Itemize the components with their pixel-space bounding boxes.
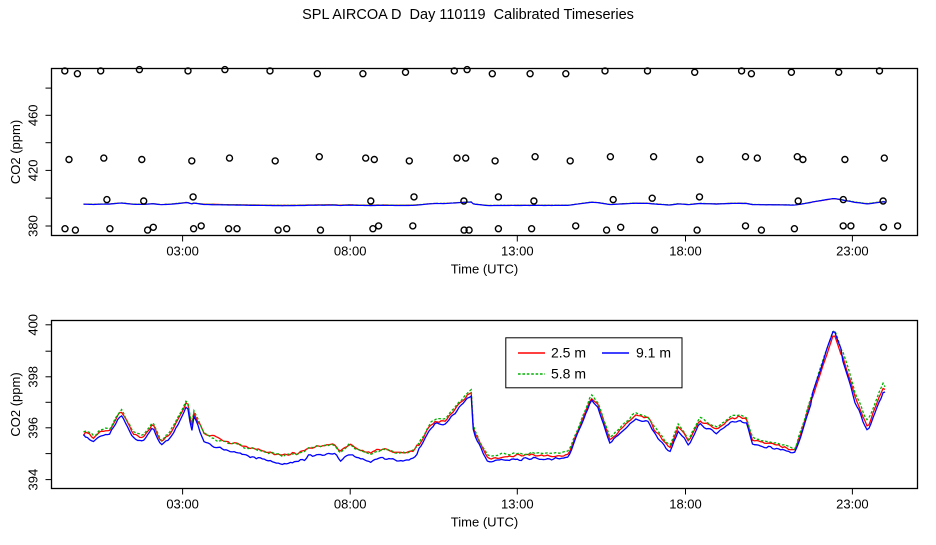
svg-text:Time (UTC): Time (UTC) xyxy=(451,515,518,530)
svg-text:460: 460 xyxy=(26,104,41,126)
svg-text:08:00: 08:00 xyxy=(334,497,367,512)
svg-text:CO2 (ppm): CO2 (ppm) xyxy=(8,372,23,436)
svg-text:420: 420 xyxy=(26,160,41,182)
svg-text:18:00: 18:00 xyxy=(669,244,702,259)
svg-text:Time (UTC): Time (UTC) xyxy=(451,262,518,277)
svg-text:396: 396 xyxy=(26,417,41,439)
svg-text:380: 380 xyxy=(26,215,41,237)
svg-text:03:00: 03:00 xyxy=(166,497,199,512)
svg-text:03:00: 03:00 xyxy=(166,244,199,259)
svg-text:394: 394 xyxy=(26,469,41,491)
svg-text:23:00: 23:00 xyxy=(836,497,869,512)
svg-text:9.1 m: 9.1 m xyxy=(636,345,671,361)
svg-text:2.5 m: 2.5 m xyxy=(551,345,586,361)
svg-text:CO2 (ppm): CO2 (ppm) xyxy=(8,120,23,184)
svg-text:398: 398 xyxy=(26,366,41,388)
svg-text:SPL AIRCOA D Day 110119 Cali: SPL AIRCOA D Day 110119 Calibrated Times… xyxy=(302,7,634,23)
svg-text:23:00: 23:00 xyxy=(836,244,869,259)
svg-text:400: 400 xyxy=(26,314,41,336)
svg-text:5.8 m: 5.8 m xyxy=(551,366,586,382)
svg-text:13:00: 13:00 xyxy=(501,244,534,259)
svg-text:13:00: 13:00 xyxy=(501,497,534,512)
svg-text:18:00: 18:00 xyxy=(669,497,702,512)
svg-text:08:00: 08:00 xyxy=(334,244,367,259)
